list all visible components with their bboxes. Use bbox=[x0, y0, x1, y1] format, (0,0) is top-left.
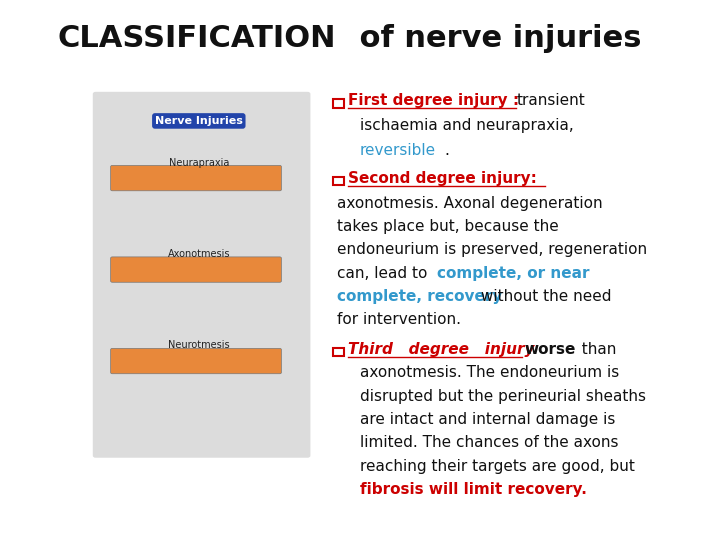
Text: Third   degree   injury: Third degree injury bbox=[348, 342, 545, 357]
Text: disrupted but the perineurial sheaths: disrupted but the perineurial sheaths bbox=[359, 389, 646, 404]
Bar bbox=[333, 99, 344, 107]
Text: axonotmesis. Axonal degeneration: axonotmesis. Axonal degeneration bbox=[337, 195, 603, 211]
Text: are intact and internal damage is: are intact and internal damage is bbox=[359, 412, 615, 427]
Text: fibrosis will limit recovery.: fibrosis will limit recovery. bbox=[359, 482, 586, 497]
Text: for intervention.: for intervention. bbox=[337, 312, 462, 327]
Text: ischaemia and neurapraxia,: ischaemia and neurapraxia, bbox=[359, 118, 573, 133]
Text: can, lead to: can, lead to bbox=[337, 266, 433, 281]
Text: reaching their targets are good, but: reaching their targets are good, but bbox=[359, 458, 634, 474]
FancyBboxPatch shape bbox=[93, 92, 310, 458]
Text: CLASSIFICATION: CLASSIFICATION bbox=[58, 24, 336, 53]
Text: axonotmesis. The endoneurium is: axonotmesis. The endoneurium is bbox=[359, 366, 618, 380]
Text: without the need: without the need bbox=[476, 289, 611, 304]
Text: Second degree injury:: Second degree injury: bbox=[348, 171, 537, 186]
Text: reversible: reversible bbox=[359, 143, 436, 158]
Text: Axonotmesis: Axonotmesis bbox=[168, 249, 230, 259]
Text: .: . bbox=[444, 143, 449, 158]
Text: First degree injury :: First degree injury : bbox=[348, 93, 519, 109]
Text: Neurapraxia: Neurapraxia bbox=[168, 158, 229, 167]
Text: complete, or near: complete, or near bbox=[436, 266, 589, 281]
Text: Neurotmesis: Neurotmesis bbox=[168, 340, 230, 350]
FancyBboxPatch shape bbox=[111, 348, 282, 374]
Text: endoneurium is preserved, regeneration: endoneurium is preserved, regeneration bbox=[337, 242, 647, 258]
Text: than: than bbox=[572, 342, 616, 357]
FancyBboxPatch shape bbox=[111, 165, 282, 191]
Text: of nerve injuries: of nerve injuries bbox=[349, 24, 642, 53]
Text: limited. The chances of the axons: limited. The chances of the axons bbox=[359, 435, 618, 450]
FancyBboxPatch shape bbox=[111, 257, 282, 282]
Text: worse: worse bbox=[525, 342, 576, 357]
Text: transient: transient bbox=[517, 93, 585, 109]
Text: complete, recovery: complete, recovery bbox=[337, 289, 503, 304]
Text: Nerve Injuries: Nerve Injuries bbox=[155, 116, 243, 126]
Bar bbox=[333, 177, 344, 185]
Bar bbox=[333, 348, 344, 356]
Text: takes place but, because the: takes place but, because the bbox=[337, 219, 559, 234]
